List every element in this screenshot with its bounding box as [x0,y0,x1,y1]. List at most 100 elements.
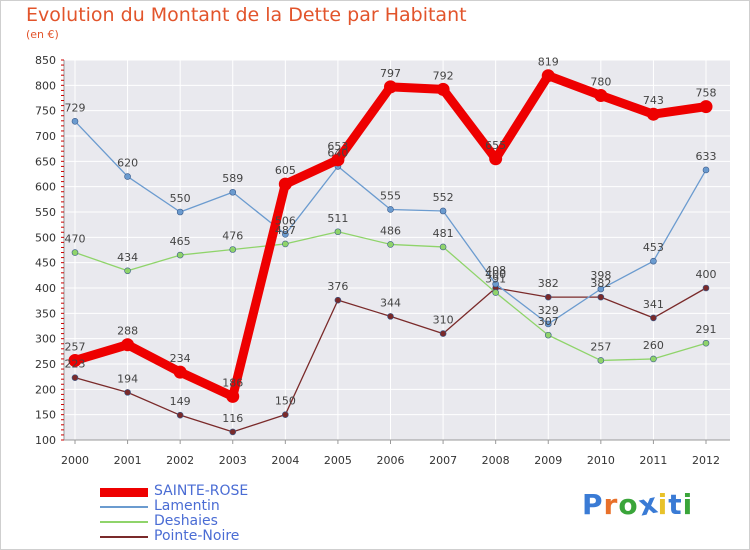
data-point [387,313,394,320]
data-point [173,365,187,379]
data-point [650,257,657,265]
y-tick-label: 850 [35,54,56,67]
data-label: 234 [170,352,191,365]
legend-swatch [100,506,148,508]
data-label: 552 [433,191,454,204]
legend-swatch [100,521,148,523]
data-label: 476 [222,229,243,242]
data-label: 149 [170,395,191,408]
data-point [699,100,713,114]
data-label: 310 [433,314,454,327]
legend-swatch [100,536,148,538]
y-tick-label: 350 [35,307,56,320]
data-label: 257 [65,340,86,353]
data-point [278,177,292,191]
x-tick-label: 2010 [587,454,615,467]
data-label: 465 [170,235,191,248]
data-label: 329 [538,304,559,317]
y-tick-label: 200 [35,383,56,396]
legend-label: SAINTE-ROSE [154,483,249,499]
brand-letter: i [657,488,669,521]
y-tick-label: 550 [35,206,56,219]
data-label: 620 [117,157,138,170]
data-label: 511 [327,212,348,225]
data-point [387,206,394,213]
data-label: 408 [485,264,506,277]
series-group [68,69,713,436]
data-point [439,330,447,337]
data-point [597,293,605,301]
legend-swatch [100,487,148,497]
data-point [594,88,608,102]
y-tick-label: 450 [35,257,56,270]
data-point [597,357,605,364]
data-point [436,82,450,96]
data-point [387,241,394,248]
data-point [124,389,131,396]
data-point [124,267,131,275]
data-point [492,280,499,288]
data-point [544,293,552,301]
y-tick-label: 250 [35,358,56,371]
data-point [282,240,289,248]
x-tick-label: 2003 [219,454,247,467]
data-point [124,173,131,180]
data-label: 307 [538,315,559,328]
x-tick-label: 2005 [324,454,352,467]
data-label: 434 [117,251,138,264]
data-label: 391 [485,273,506,286]
data-point [492,289,499,296]
data-label: 797 [380,67,401,80]
data-point [71,249,79,256]
data-label: 743 [643,94,664,107]
data-label: 486 [380,224,401,237]
data-label: 382 [590,277,611,290]
data-point [176,411,184,419]
data-label: 344 [380,296,401,309]
y-tick-label: 300 [35,333,56,346]
brand-letter: r [603,488,619,521]
data-point [282,230,289,238]
y-tick-label: 400 [35,282,56,295]
data-label: 589 [222,172,243,185]
data-label: 186 [222,376,243,389]
data-label: 260 [643,339,664,352]
x-tick-label: 2006 [377,454,405,467]
y-tick-label: 150 [35,409,56,422]
data-labels: 257 288 234 186 605 653 797 792 655 819 780 743 758 7… [65,56,717,425]
brand-logo: Proxiti [582,486,693,522]
data-label: 453 [643,241,664,254]
x-tick-label: 2007 [429,454,457,467]
brand-letter: P [582,488,604,521]
data-point [439,207,447,215]
y-tick-label: 750 [35,105,56,118]
data-point [702,166,710,174]
data-label: 640 [327,146,348,159]
data-label: 116 [222,412,243,425]
data-point [229,188,237,196]
y-tick-label: 500 [35,231,56,244]
legend-label: Deshaies [154,513,218,529]
x-tick-label: 2004 [271,454,299,467]
data-point [121,338,135,352]
data-label: 257 [590,340,611,353]
data-point [544,331,552,339]
data-point [597,285,605,293]
data-point [331,153,345,167]
data-point [439,243,447,251]
data-point [176,251,184,259]
data-point [229,246,237,253]
data-label: 341 [643,298,664,311]
x-tick-label: 2008 [482,454,510,467]
data-label: 470 [65,233,86,246]
data-label: 506 [275,214,296,227]
data-label: 780 [590,75,611,88]
data-point [229,428,237,436]
y-tick-label: 600 [35,181,56,194]
data-point [176,208,184,216]
data-label: 758 [696,87,717,100]
data-label: 550 [170,192,191,205]
data-label: 223 [65,358,86,371]
x-tick-label: 2012 [692,454,720,467]
data-label: 555 [380,189,401,202]
